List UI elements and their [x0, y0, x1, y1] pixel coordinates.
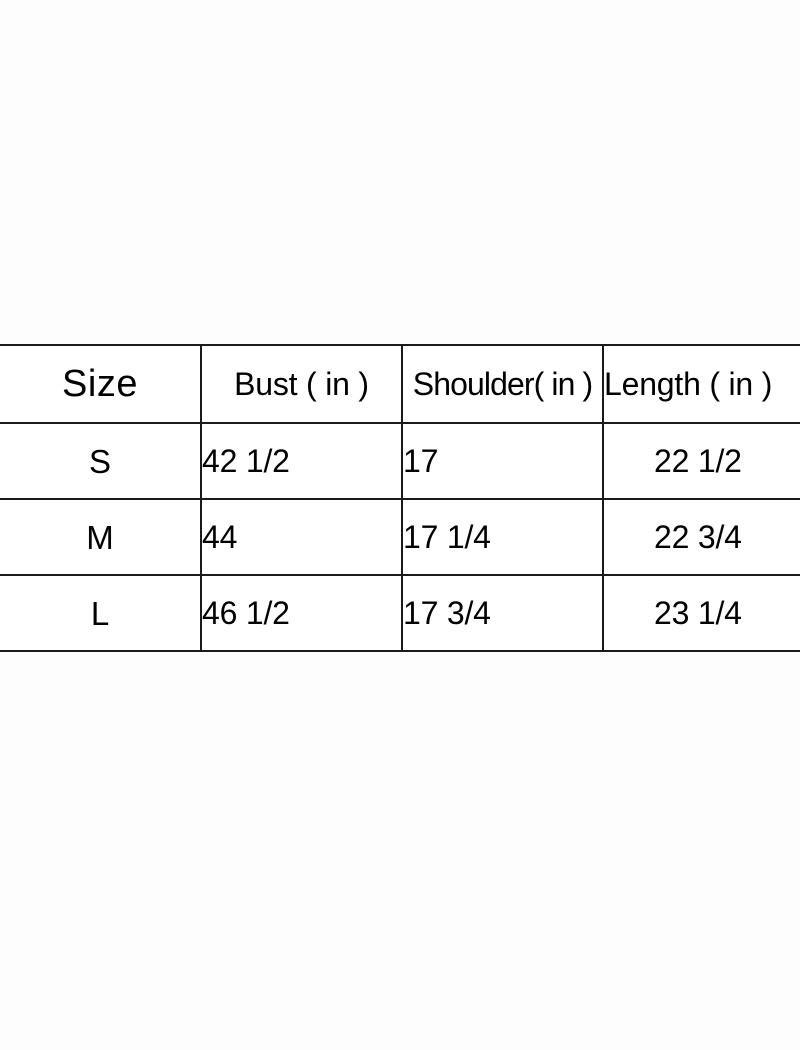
- table-row: S 42 1/2 17 22 1/2: [0, 422, 800, 500]
- cell-bust-m: 44: [200, 498, 403, 576]
- cell-shoulder-l: 17 3/4: [401, 574, 604, 652]
- cell-length-s: 22 1/2: [602, 422, 800, 500]
- cell-length-m: 22 3/4: [602, 498, 800, 576]
- cell-shoulder-s: 17: [401, 422, 604, 500]
- column-header-size: Size: [0, 344, 202, 424]
- cell-bust-s: 42 1/2: [200, 422, 403, 500]
- size-chart-container: Size Bust ( in ) Shoulder( in ) Length (…: [0, 344, 800, 652]
- cell-shoulder-m: 17 1/4: [401, 498, 604, 576]
- size-chart-table: Size Bust ( in ) Shoulder( in ) Length (…: [0, 344, 800, 652]
- table-header-row: Size Bust ( in ) Shoulder( in ) Length (…: [0, 344, 800, 424]
- column-header-bust: Bust ( in ): [200, 344, 403, 424]
- column-header-length: Length ( in ): [602, 344, 800, 424]
- cell-size-s: S: [0, 422, 202, 500]
- table-row: L 46 1/2 17 3/4 23 1/4: [0, 574, 800, 652]
- column-header-shoulder: Shoulder( in ): [401, 344, 604, 424]
- cell-size-l: L: [0, 574, 202, 652]
- cell-bust-l: 46 1/2: [200, 574, 403, 652]
- cell-size-m: M: [0, 498, 202, 576]
- table-row: M 44 17 1/4 22 3/4: [0, 498, 800, 576]
- cell-length-l: 23 1/4: [602, 574, 800, 652]
